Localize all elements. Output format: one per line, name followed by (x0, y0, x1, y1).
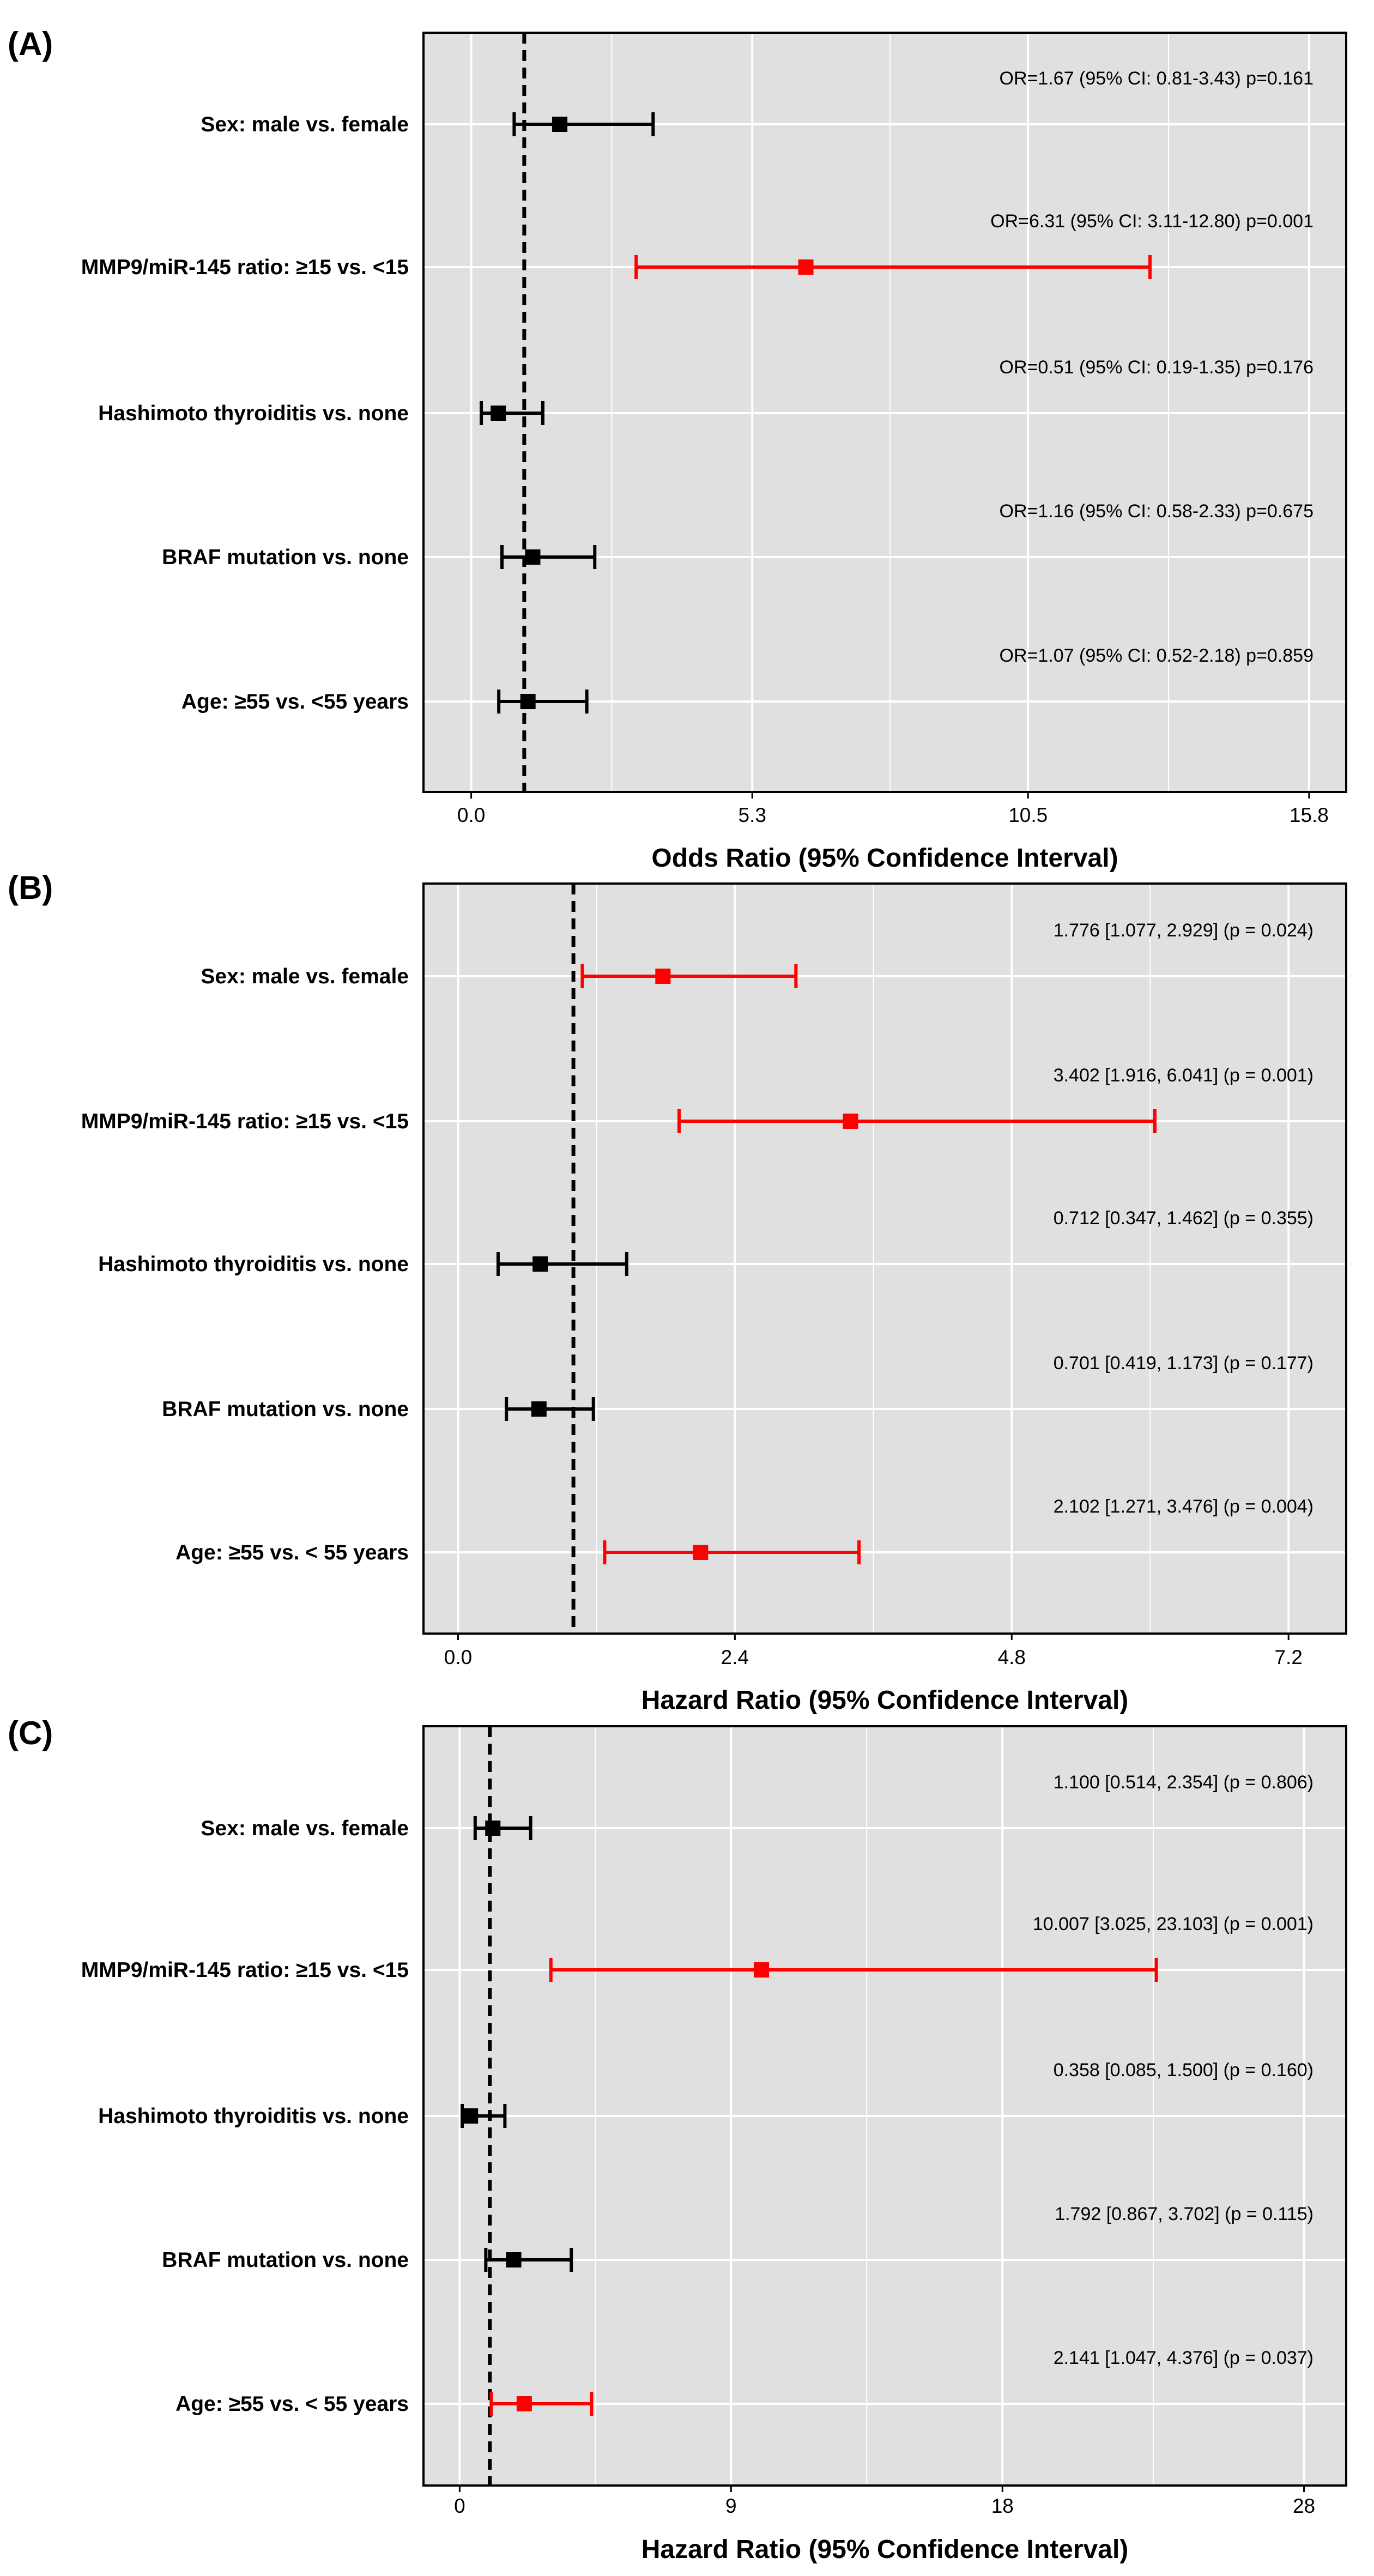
row-annotation: 3.402 [1.916, 6.041] (p = 0.001) (1054, 1065, 1314, 1086)
row-label: BRAF mutation vs. none (162, 1398, 409, 1421)
plot-background (423, 884, 1346, 1634)
panel-a: Sex: male vs. female OR=1.67 (95% CI: 0.8… (8, 26, 1347, 873)
point-estimate (485, 1821, 501, 1836)
row-label: Age: ≥55 vs. < 55 years (175, 2392, 409, 2416)
row-annotation: OR=1.67 (95% CI: 0.81-3.43) p=0.161 (1000, 68, 1314, 89)
point-estimate (552, 117, 568, 132)
row-annotation: 1.792 [0.867, 3.702] (p = 0.115) (1055, 2204, 1314, 2224)
tick-label: 4.8 (998, 1646, 1026, 1668)
tick-label: 18 (991, 2495, 1014, 2517)
tick-label: 2.4 (721, 1646, 749, 1668)
row-annotation: OR=0.51 (95% CI: 0.19-1.35) p=0.176 (1000, 357, 1314, 378)
row-annotation: OR=6.31 (95% CI: 3.11-12.80) p=0.001 (990, 211, 1314, 232)
row-label: Sex: male vs. female (201, 965, 409, 988)
tick-label: 0 (454, 2495, 465, 2517)
tick-label: 7.2 (1274, 1646, 1302, 1668)
x-axis-title: Hazard Ratio (95% Confidence Interval) (641, 2535, 1129, 2564)
point-estimate (525, 549, 541, 565)
panel-letter: (A) (8, 26, 53, 62)
row-annotation: 0.712 [0.347, 1.462] (p = 0.355) (1054, 1208, 1314, 1229)
row-label: BRAF mutation vs. none (162, 2248, 409, 2272)
point-estimate (655, 969, 671, 984)
tick-label: 28 (1293, 2495, 1315, 2517)
point-estimate (506, 2252, 522, 2267)
row-annotation: 1.776 [1.077, 2.929] (p = 0.024) (1054, 920, 1314, 941)
row-annotation: 2.141 [1.047, 4.376] (p = 0.037) (1054, 2348, 1314, 2368)
tick-label: 15.8 (1290, 804, 1329, 826)
row-annotation: 0.358 [0.085, 1.500] (p = 0.160) (1054, 2060, 1314, 2081)
tick-label: 0.0 (457, 804, 485, 826)
tick-label: 0.0 (444, 1646, 472, 1668)
row-label: MMP9/miR-145 ratio: ≥15 vs. <15 (81, 256, 409, 279)
point-estimate (532, 1256, 548, 1272)
point-estimate (463, 2108, 479, 2124)
row-annotation: 2.102 [1.271, 3.476] (p = 0.004) (1054, 1496, 1314, 1517)
point-estimate (531, 1401, 547, 1417)
point-estimate (798, 259, 814, 275)
point-estimate (693, 1545, 709, 1560)
row-annotation: 1.100 [0.514, 2.354] (p = 0.806) (1054, 1772, 1314, 1793)
panel-b: Sex: male vs. female 1.776 [1.077, 2.929]… (8, 869, 1347, 1715)
row-label: MMP9/miR-145 ratio: ≥15 vs. <15 (81, 1958, 409, 1982)
row-label: Hashimoto thyroiditis vs. none (98, 2105, 409, 2128)
panel-letter: (C) (8, 1715, 53, 1751)
row-annotation: OR=1.16 (95% CI: 0.58-2.33) p=0.675 (1000, 501, 1314, 522)
tick-label: 10.5 (1008, 804, 1048, 826)
point-estimate (520, 694, 536, 709)
x-axis-title: Hazard Ratio (95% Confidence Interval) (641, 1686, 1129, 1715)
point-estimate (491, 406, 506, 421)
row-label: Sex: male vs. female (201, 1817, 409, 1840)
row-label: Hashimoto thyroiditis vs. none (98, 1253, 409, 1276)
tick-label: 5.3 (739, 804, 766, 826)
row-annotation: 0.701 [0.419, 1.173] (p = 0.177) (1054, 1353, 1314, 1374)
point-estimate (843, 1114, 858, 1129)
plot-border (422, 32, 1347, 793)
row-label: Age: ≥55 vs. < 55 years (175, 1541, 409, 1564)
row-label: Age: ≥55 vs. <55 years (181, 690, 409, 713)
row-label: Sex: male vs. female (201, 113, 409, 136)
plot-border (422, 1725, 1347, 2487)
row-annotation: 10.007 [3.025, 23.103] (p = 0.001) (1033, 1914, 1314, 1934)
plot-border (422, 882, 1347, 1635)
plot-background (423, 1726, 1346, 2486)
x-axis-title: Odds Ratio (95% Confidence Interval) (651, 844, 1118, 873)
row-label: Hashimoto thyroiditis vs. none (98, 402, 409, 425)
point-estimate (754, 1962, 770, 1978)
point-estimate (516, 2396, 532, 2411)
row-label: BRAF mutation vs. none (162, 546, 409, 569)
row-label: MMP9/miR-145 ratio: ≥15 vs. <15 (81, 1110, 409, 1133)
tick-label: 9 (725, 2495, 737, 2517)
row-annotation: OR=1.07 (95% CI: 0.52-2.18) p=0.859 (1000, 645, 1314, 666)
panel-c: Sex: male vs. female 1.100 [0.514, 2.354]… (8, 1715, 1347, 2564)
panel-letter: (B) (8, 869, 53, 906)
